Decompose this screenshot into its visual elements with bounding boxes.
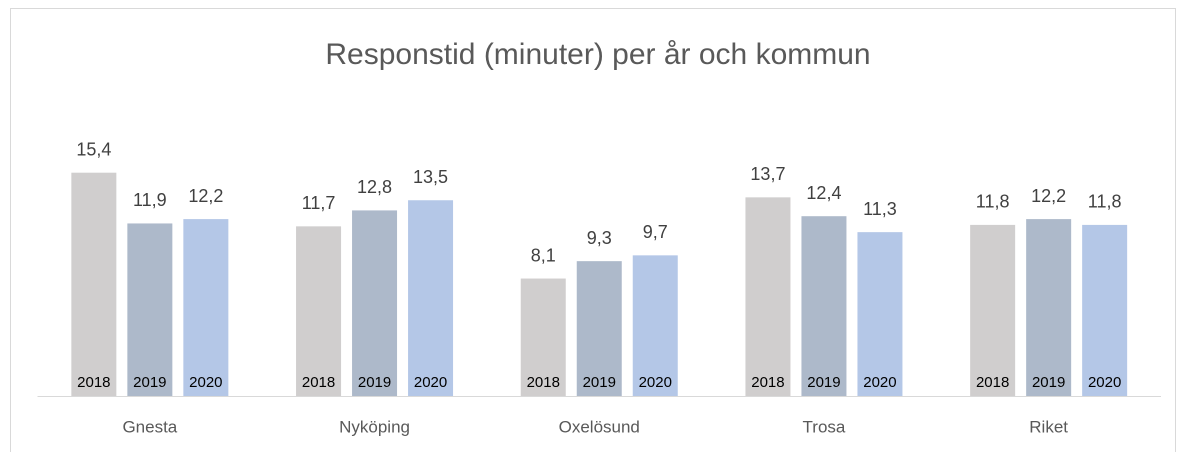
bar [127,223,173,396]
bar-series-label: 2019 [1032,374,1065,391]
data-label: 12,4 [806,183,841,203]
data-label: 11,8 [1088,192,1122,212]
data-label: 9,7 [643,222,668,242]
data-label: 11,3 [863,199,897,219]
data-label: 13,7 [750,164,785,184]
bar-series-label: 2018 [77,374,110,391]
bar [296,226,342,396]
x-tick-label: Gnesta [122,417,177,436]
bar-series-label: 2020 [414,374,447,391]
data-label: 13,5 [413,167,448,187]
bar-series-label: 2020 [189,374,222,391]
chart-title: Responstid (minuter) per år och kommun [325,38,870,71]
data-label: 11,8 [976,192,1010,212]
bar [352,210,398,396]
bar-series-label: 2018 [976,374,1009,391]
data-label: 11,9 [133,190,167,210]
x-tick-label: Trosa [803,417,846,436]
data-label: 12,8 [357,177,392,197]
bar [576,261,622,396]
bar [1082,224,1128,396]
bar [520,278,566,396]
bar [183,219,229,396]
bar-series-label: 2019 [358,374,391,391]
data-label: 9,3 [587,228,612,248]
bar-series-label: 2019 [583,374,616,391]
data-label: 12,2 [1031,186,1066,206]
bar [970,224,1016,396]
bar-series-label: 2020 [863,374,896,391]
bar [408,200,454,396]
x-tick-label: Nyköping [339,417,410,436]
bar [1026,219,1072,396]
x-tick-label: Riket [1029,417,1068,436]
bar-series-label: 2018 [751,374,784,391]
bar [801,216,847,396]
data-label: 8,1 [531,245,556,265]
data-label: 12,2 [188,186,223,206]
bar-series-label: 2020 [639,374,672,391]
bar-series-label: 2018 [302,374,335,391]
x-tick-label: Oxelösund [559,417,640,436]
bar-series-label: 2020 [1088,374,1121,391]
bar-series-label: 2019 [133,374,166,391]
bar [71,172,117,396]
data-label: 15,4 [76,139,111,159]
bar [745,197,791,396]
bar [857,232,903,396]
bar [632,255,678,396]
bar-series-label: 2019 [807,374,840,391]
data-label: 11,7 [302,193,336,213]
bar-series-label: 2018 [527,374,560,391]
